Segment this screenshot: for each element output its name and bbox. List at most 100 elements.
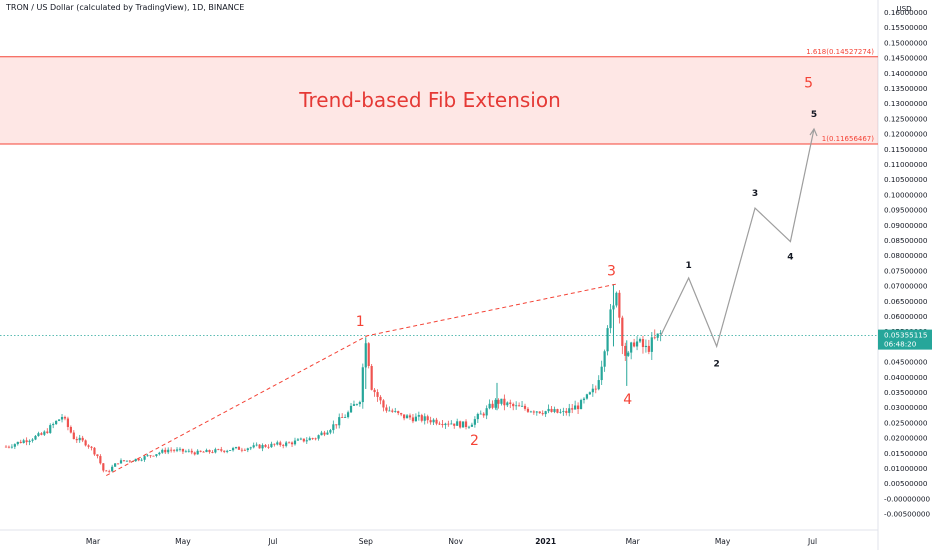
candle-body xyxy=(314,438,317,440)
price-tick-label: 0.02500000 xyxy=(884,418,928,427)
candle-body xyxy=(13,444,16,447)
candle-body xyxy=(635,341,639,347)
projected-wave-label: 5 xyxy=(811,110,817,120)
candle-body xyxy=(143,456,146,460)
candle-body xyxy=(105,470,108,472)
candle-body xyxy=(175,449,179,451)
candle-body xyxy=(78,437,81,441)
candle-body xyxy=(240,449,244,451)
candle-body xyxy=(243,449,246,451)
last-price-badge xyxy=(878,329,932,350)
completed-wave-label: 4 xyxy=(623,392,632,408)
fib-level-label: 1.618(0.14527274) xyxy=(806,48,874,56)
candle-body xyxy=(574,405,577,410)
candle-body xyxy=(249,447,252,449)
price-tick-label: 0.01500000 xyxy=(884,449,928,458)
candle-body xyxy=(205,449,208,453)
price-tick-label: 0.10000000 xyxy=(884,190,928,199)
price-tick-label: 0.08500000 xyxy=(884,236,928,245)
candle-body xyxy=(491,403,494,408)
candle-body xyxy=(565,411,568,413)
price-tick-label: 0.10500000 xyxy=(884,175,928,184)
candle-body xyxy=(134,458,137,462)
projected-arrow-head xyxy=(809,127,818,137)
price-tick-label: -0.00500000 xyxy=(884,510,930,519)
candle-body xyxy=(308,438,311,441)
candle-body xyxy=(506,402,509,406)
candle-body xyxy=(199,450,202,452)
candle-body xyxy=(49,425,52,433)
candle-body xyxy=(538,411,541,414)
candle-body xyxy=(299,438,302,440)
candle-body xyxy=(627,352,630,356)
candle-body xyxy=(644,345,648,348)
candle-body xyxy=(285,442,288,446)
candle-body xyxy=(553,409,556,412)
candle-body xyxy=(618,292,621,318)
time-tick-label: May xyxy=(715,537,731,546)
candle-body xyxy=(444,423,447,426)
candle-body xyxy=(582,398,586,401)
candle-body xyxy=(346,412,350,418)
candle-body xyxy=(338,417,341,426)
candle-body xyxy=(37,433,40,436)
candle-body xyxy=(417,415,420,417)
candle-body xyxy=(282,445,285,446)
fib-extension-zone xyxy=(0,56,878,145)
candle-body xyxy=(638,339,642,342)
candle-body xyxy=(234,447,238,449)
symbol-pair: TRON / US Dollar (calculated by TradingV… xyxy=(6,3,187,12)
candle-body xyxy=(72,432,75,440)
candle-body xyxy=(497,399,500,404)
price-tick-label: 0.13000000 xyxy=(884,99,928,108)
candle-body xyxy=(435,419,438,424)
candle-body xyxy=(641,339,645,348)
candle-body xyxy=(114,463,117,467)
fib-extension-title: Trend-based Fib Extension xyxy=(298,88,561,112)
candle-body xyxy=(630,342,633,353)
candle-body xyxy=(397,411,400,414)
price-tick-label: 0.14500000 xyxy=(884,54,928,63)
candle-body xyxy=(116,463,120,465)
candle-body xyxy=(172,450,176,452)
candle-body xyxy=(562,411,565,412)
price-tick-label: 0.15000000 xyxy=(884,38,928,47)
time-tick-label: Jul xyxy=(807,537,817,546)
candle-body xyxy=(520,405,524,407)
candle-body xyxy=(376,392,379,397)
candle-body xyxy=(231,448,235,451)
candle-body xyxy=(196,450,199,455)
price-tick-label: 0.15500000 xyxy=(884,23,928,32)
candle-body xyxy=(438,423,441,425)
candle-body xyxy=(167,449,170,453)
projected-wave-path xyxy=(660,128,815,349)
candle-body xyxy=(305,440,308,442)
candle-body xyxy=(111,466,114,472)
time-tick-label: Jul xyxy=(267,537,277,546)
candle-body xyxy=(615,292,618,306)
time-tick-label: May xyxy=(175,537,191,546)
candle-body xyxy=(400,413,403,415)
candle-body xyxy=(603,351,606,367)
candle-body xyxy=(656,333,659,338)
candle-body xyxy=(494,399,497,408)
candle-body xyxy=(579,400,583,410)
candle-body xyxy=(332,424,335,431)
candle-body xyxy=(178,448,182,450)
candle-body xyxy=(102,463,105,471)
candle-body xyxy=(311,438,314,440)
candle-body xyxy=(606,328,609,352)
candle-body xyxy=(571,408,574,410)
candle-body xyxy=(252,445,255,448)
candle-body xyxy=(152,455,155,457)
price-tick-label: 0.13500000 xyxy=(884,84,928,93)
candle-body xyxy=(261,445,264,449)
candle-body xyxy=(349,405,353,413)
candle-body xyxy=(96,454,99,457)
completed-wave-label: 1 xyxy=(356,314,365,330)
candle-body xyxy=(164,449,167,453)
time-tick-label: Nov xyxy=(448,537,463,546)
candle-body xyxy=(600,366,603,381)
